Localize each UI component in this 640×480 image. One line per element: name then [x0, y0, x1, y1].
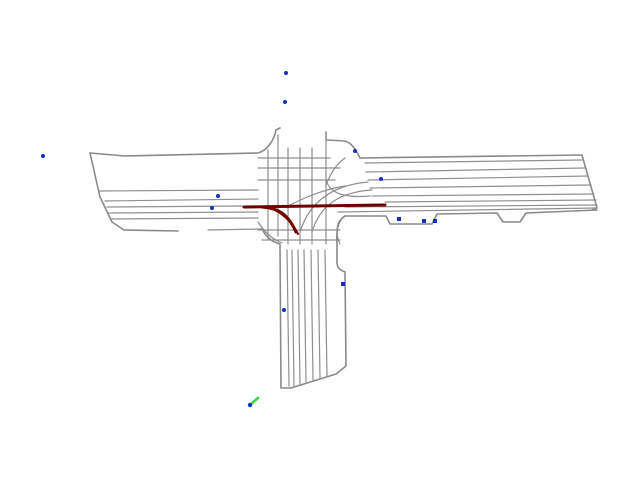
east-lane-8	[337, 207, 598, 213]
south-lane-3	[297, 249, 301, 385]
south-lane-6	[317, 249, 321, 379]
route-turn-2	[269, 207, 299, 235]
east-lane-4	[369, 184, 592, 189]
agent-marker	[216, 194, 220, 198]
east-lane-2	[365, 167, 586, 173]
east-boundary-top	[359, 154, 598, 211]
planned-route	[242, 203, 387, 235]
east-boundary-bottom	[344, 209, 598, 225]
east-lane-3	[367, 175, 589, 181]
west-road-boundary-top	[89, 129, 277, 157]
west-lane-4	[107, 211, 259, 214]
south-lane-1	[286, 249, 290, 387]
agent-marker	[41, 154, 45, 158]
agent-marker	[282, 308, 286, 312]
connector-4	[325, 157, 346, 186]
agent-marker	[433, 219, 437, 223]
east-lane-6	[384, 199, 597, 203]
south-lane-7	[324, 249, 328, 377]
connector-2	[299, 181, 369, 233]
east-lane-7	[344, 204, 598, 208]
west-lane-2	[104, 198, 259, 202]
agent-marker	[284, 71, 288, 75]
east-road	[337, 154, 598, 225]
west-lane-1	[99, 189, 259, 192]
agent-marker	[353, 149, 357, 153]
connector-9	[257, 221, 283, 244]
west-lane-3	[106, 205, 243, 208]
ego-vehicle	[247, 396, 260, 408]
ego-trail	[249, 396, 260, 406]
south-lane-2	[291, 249, 295, 387]
intersection-connectors	[257, 157, 373, 245]
south-lane-4	[303, 249, 307, 383]
agent-marker	[397, 217, 401, 221]
agent-marker	[210, 206, 214, 210]
north-road	[267, 127, 361, 245]
west-lane-5	[110, 217, 259, 220]
south-road	[261, 215, 347, 389]
east-lane-1	[364, 159, 583, 164]
north-boundary-left	[275, 127, 281, 131]
west-road-boundary-left	[89, 152, 179, 232]
north-boundary-right	[325, 131, 361, 159]
agent-marker	[283, 100, 287, 104]
west-road	[89, 129, 341, 232]
agents	[41, 71, 437, 312]
agent-marker	[341, 282, 345, 286]
south-boundary-left	[261, 228, 292, 389]
connector-5	[287, 185, 346, 207]
west-lane-6	[207, 228, 263, 231]
south-lane-5	[310, 249, 314, 381]
east-lane-5	[371, 193, 595, 197]
agent-marker	[379, 177, 383, 181]
ego-marker	[247, 402, 253, 408]
south-boundary-right	[290, 215, 347, 389]
agent-marker	[422, 219, 426, 223]
connector-3	[311, 189, 373, 233]
route-turn-1	[260, 205, 298, 234]
